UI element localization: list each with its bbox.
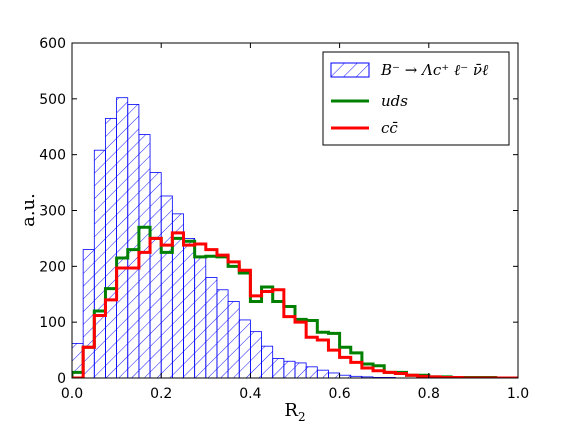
ccbar-step-line xyxy=(72,231,518,378)
x-tick-label: 1.0 xyxy=(507,386,529,402)
hatched-bar xyxy=(149,172,162,378)
hatched-bar xyxy=(294,362,307,378)
hatched-bar xyxy=(105,117,117,378)
legend-label-b-decay: B⁻ → Λc⁺ ℓ⁻ ν̄ℓ xyxy=(380,61,488,79)
y-tick-label: 400 xyxy=(39,148,66,164)
hatched-bar xyxy=(328,372,341,378)
y-tick-label: 0 xyxy=(57,371,66,387)
hatched-bar xyxy=(160,195,173,378)
steps-layer xyxy=(72,225,518,378)
y-tick-label: 200 xyxy=(39,259,66,275)
hatched-bar xyxy=(82,249,95,378)
x-tick-label: 0.2 xyxy=(150,386,172,402)
legend-label-uds: uds xyxy=(381,92,408,110)
y-axis-label: a.u. xyxy=(18,193,39,227)
hatched-bar xyxy=(283,360,296,378)
hatched-bar xyxy=(127,104,140,378)
y-tick-label: 100 xyxy=(39,315,66,331)
x-axis-label: R2 xyxy=(284,400,305,424)
hatched-bar xyxy=(249,331,262,378)
hatched-bar xyxy=(205,277,218,378)
x-tick-label: 0.6 xyxy=(328,386,350,402)
legend-swatch-b-decay xyxy=(330,62,370,78)
hatched-bar xyxy=(183,238,196,378)
x-tick-label: 0.4 xyxy=(239,386,261,402)
hatched-bar xyxy=(116,97,129,378)
y-tick-label: 300 xyxy=(39,204,66,220)
hatched-bar xyxy=(261,345,274,378)
bars-layer xyxy=(72,97,396,378)
hatched-bar xyxy=(227,301,240,378)
hatched-bar xyxy=(316,369,329,378)
hatched-bar xyxy=(194,255,207,378)
hatched-bar xyxy=(305,366,318,378)
x-tick-label: 0.8 xyxy=(418,386,440,402)
hatched-bar xyxy=(138,134,151,378)
legend: B⁻ → Λc⁺ ℓ⁻ ν̄ℓ uds cc̄ xyxy=(322,51,510,146)
x-tick-label: 0.0 xyxy=(61,386,83,402)
y-tick-label: 600 xyxy=(39,36,66,52)
hatched-bar xyxy=(238,319,251,378)
legend-label-ccbar: cc̄ xyxy=(381,119,398,137)
hatched-bar xyxy=(272,358,285,378)
y-tick-label: 500 xyxy=(39,92,66,108)
hatched-bar xyxy=(93,149,106,378)
axis-ticks: 0.0 0.2 0.4 0.6 0.8 1.0 0 100 200 300 400 500 600 xyxy=(39,36,529,402)
hatched-bar xyxy=(216,289,229,378)
